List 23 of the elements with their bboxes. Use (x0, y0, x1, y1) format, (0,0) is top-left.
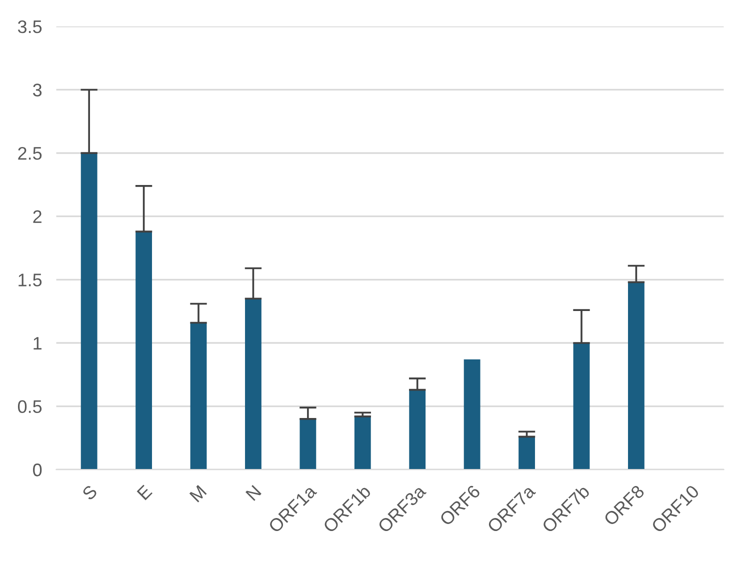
y-tick-label: 2 (33, 210, 42, 223)
bar (518, 436, 535, 470)
y-tick-label: 3 (33, 84, 42, 96)
bar (245, 298, 262, 470)
bar (464, 359, 480, 470)
y-tick-label: 1 (34, 337, 42, 350)
bar (190, 322, 207, 470)
bar (409, 390, 426, 470)
y-tick-label: 0 (33, 464, 42, 476)
y-tick-label: 1.5 (18, 274, 42, 286)
y-tick-label: 2.5 (18, 146, 42, 160)
x-tick-label: S (81, 484, 98, 501)
x-tick-label: N (246, 485, 262, 501)
x-tick-label: E (136, 484, 152, 500)
bar (300, 418, 316, 470)
y-tick-label: 3.5 (18, 20, 42, 34)
bar (354, 416, 371, 470)
bar (628, 282, 644, 470)
bar (573, 342, 590, 470)
y-tick-label: 0.5 (18, 400, 42, 414)
x-tick-label: M (189, 485, 207, 502)
bar (136, 232, 152, 470)
bar (80, 153, 98, 470)
